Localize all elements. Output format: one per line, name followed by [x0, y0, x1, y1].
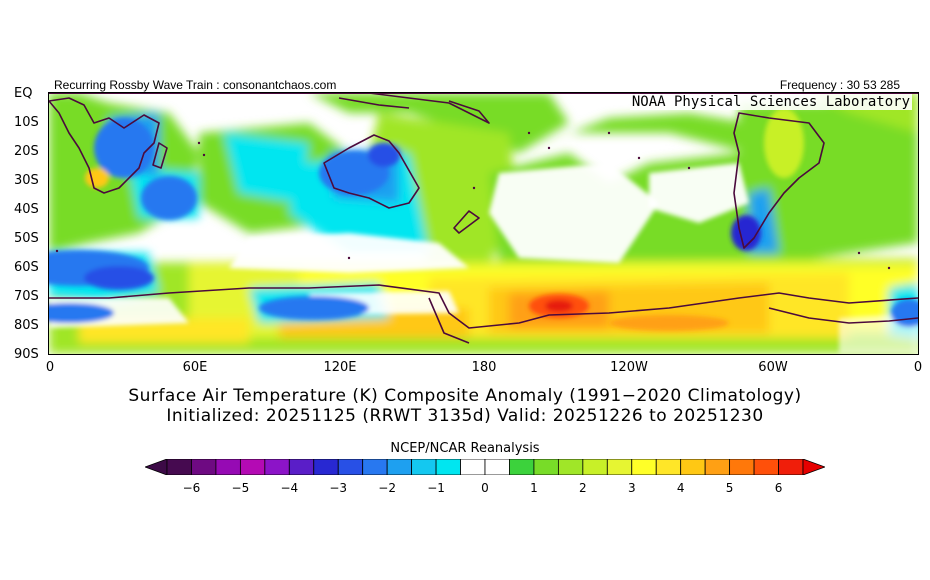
lat-label: 90S — [14, 347, 39, 362]
lat-label: 20S — [14, 144, 39, 159]
lon-label: 0 — [913, 360, 923, 375]
colorbar-tick-label: −4 — [280, 481, 299, 495]
lat-label: 40S — [14, 202, 39, 217]
colorbar-swatch — [313, 458, 339, 476]
colorbar-tick-label: 1 — [530, 481, 538, 495]
colorbar-swatch — [753, 458, 779, 476]
colorbar-swatch — [288, 458, 315, 476]
colorbar-tick-label: 2 — [579, 481, 587, 495]
lon-label: 60W — [758, 360, 788, 375]
colorbar-swatch — [631, 458, 657, 476]
colorbar-swatch — [239, 458, 266, 476]
colorbar-swatch — [460, 458, 486, 476]
colorbar-tick-label: 0 — [481, 481, 489, 495]
colorbar-tick-label: 4 — [676, 481, 685, 495]
header-right-text: Frequency : 30 53 285 — [779, 78, 900, 92]
colorbar-swatch — [680, 458, 706, 476]
colorbar-tick-label: −3 — [329, 481, 348, 495]
lat-label: 10S — [14, 115, 39, 130]
equator-line — [49, 93, 918, 94]
lat-label: 70S — [14, 289, 39, 304]
island-dots — [55, 131, 891, 270]
colorbar-tick-label: 3 — [627, 481, 636, 495]
header-left-text: Recurring Rossby Wave Train : consonantc… — [54, 78, 337, 92]
colorbar-tick-label: −2 — [378, 481, 396, 495]
colorbar-swatch — [509, 458, 535, 476]
lon-label: 180 — [471, 360, 497, 375]
anomaly-cores — [49, 108, 918, 354]
colorbar-tick-label: −5 — [231, 481, 250, 495]
colorbar-swatch — [484, 458, 510, 476]
colorbar-swatch — [582, 458, 608, 476]
map-title-line1: Surface Air Temperature (K) Composite An… — [128, 386, 802, 406]
lab-label: NOAA Physical Sciences Laboratory — [629, 94, 912, 110]
colorbar-tick-label: −6 — [182, 481, 201, 495]
colorbar-swatch — [411, 458, 437, 476]
colorbar-tick-label: 5 — [725, 481, 734, 495]
coastlines — [49, 93, 918, 344]
colorbar-swatch — [533, 458, 559, 476]
colorbar-swatch — [729, 458, 755, 476]
colorbar-tick-label: −1 — [427, 481, 445, 495]
lon-label: 120E — [323, 360, 357, 375]
colorbar-swatch — [337, 458, 364, 476]
colorbar-low-cap — [143, 458, 168, 476]
lat-label: 60S — [14, 260, 39, 275]
map-title-line2: Initialized: 20251125 (RRWT 3135d) Valid… — [166, 406, 764, 426]
colorbar-high-cap — [802, 458, 827, 476]
colorbar — [143, 458, 827, 476]
lon-label: 60E — [182, 360, 208, 375]
lon-label: 120W — [610, 360, 648, 375]
colorbar-swatch — [557, 458, 584, 476]
colorbar-swatch — [386, 458, 413, 476]
colorbar-swatch — [362, 458, 388, 476]
lat-label: 50S — [14, 231, 39, 246]
colorbar-swatch — [606, 458, 633, 476]
anomaly-map: NOAA Physical Sciences Laboratory — [49, 93, 918, 354]
lon-label: 0 — [45, 360, 55, 375]
colorbar-swatch — [655, 458, 682, 476]
colorbar-swatch — [166, 458, 192, 476]
colorbar-swatch — [704, 458, 731, 476]
colorbar-tick-label: 6 — [774, 481, 783, 495]
colorbar-swatch — [191, 458, 217, 476]
colorbar-swatch — [778, 458, 804, 476]
lat-label: EQ — [14, 86, 33, 101]
colorbar-swatch — [215, 458, 241, 476]
colorbar-swatch — [264, 458, 290, 476]
data-source-label: NCEP/NCAR Reanalysis — [390, 441, 540, 456]
lat-label: 30S — [14, 173, 39, 188]
colorbar-swatch — [435, 458, 461, 476]
lat-label: 80S — [14, 318, 39, 333]
